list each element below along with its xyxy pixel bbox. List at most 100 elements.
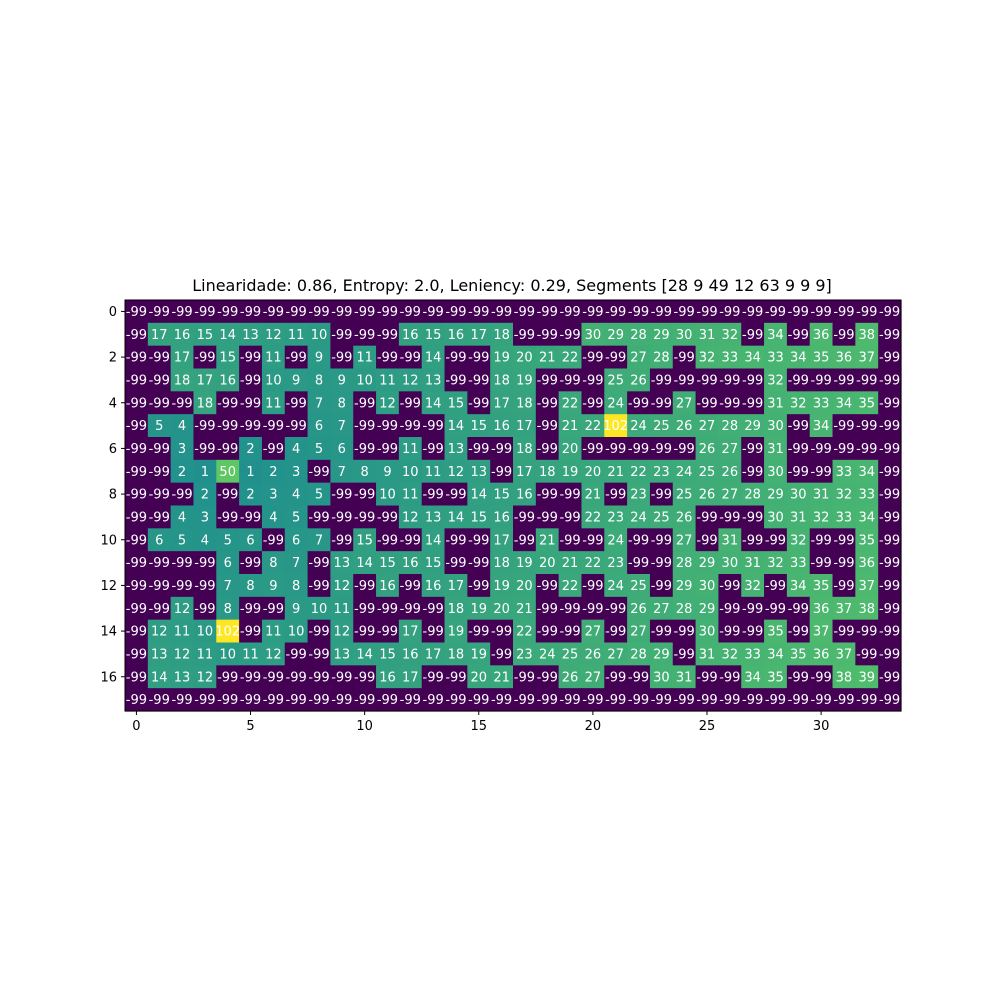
cell-value-label: 22 xyxy=(585,419,602,434)
heatmap-cell xyxy=(558,688,583,712)
heatmap-cell xyxy=(809,391,834,415)
heatmap-cell xyxy=(353,574,377,598)
cell-value-label: -99 xyxy=(308,625,329,640)
heatmap-cell xyxy=(353,528,377,552)
cell-value-label: 15 xyxy=(470,510,487,525)
cell-value-label: 6 xyxy=(338,442,346,457)
heatmap-cell xyxy=(513,505,537,529)
heatmap-cell xyxy=(695,322,720,347)
cell-value-label: -99 xyxy=(605,625,626,640)
heatmap-cell xyxy=(581,642,605,666)
heatmap-cell xyxy=(535,642,560,666)
cell-value-label: -99 xyxy=(628,693,649,708)
cell-value-label: -99 xyxy=(468,373,489,388)
cell-value-label: 17 xyxy=(151,328,168,343)
heatmap-cell xyxy=(809,368,834,392)
heatmap-cell xyxy=(855,574,879,598)
cell-value-label: 2 xyxy=(246,488,254,503)
cell-value-label: -99 xyxy=(674,647,695,662)
cell-value-label: 12 xyxy=(174,647,191,662)
heatmap-cell xyxy=(125,642,149,666)
cell-value-label: -99 xyxy=(468,442,489,457)
cell-value-label: -99 xyxy=(765,533,786,548)
heatmap-cell xyxy=(261,391,286,415)
heatmap-cell xyxy=(490,414,514,438)
cell-value-label: -99 xyxy=(582,305,603,320)
heatmap-cell xyxy=(170,482,195,507)
cell-value-label: -99 xyxy=(833,328,854,343)
cell-value-label: 2 xyxy=(201,488,209,503)
cell-value-label: 12 xyxy=(334,625,351,640)
heatmap-cell xyxy=(261,551,286,575)
cell-value-label: -99 xyxy=(126,602,147,617)
heatmap-cell xyxy=(695,528,720,552)
cell-value-label: 19 xyxy=(562,465,579,480)
cell-value-label: 11 xyxy=(402,442,419,457)
heatmap-cell xyxy=(467,619,491,644)
cell-value-label: 34 xyxy=(767,328,784,343)
cell-value-label: -99 xyxy=(377,693,398,708)
heatmap-cell xyxy=(627,414,651,438)
heatmap-cell xyxy=(878,665,902,689)
cell-value-label: -99 xyxy=(628,533,649,548)
heatmap-cell xyxy=(535,322,560,347)
cell-value-label: -99 xyxy=(856,693,877,708)
heatmap-cell xyxy=(855,414,879,438)
cell-value-label: -99 xyxy=(400,396,421,411)
cell-value-label: 31 xyxy=(767,442,784,457)
heatmap-cell xyxy=(718,437,742,461)
heatmap-cell xyxy=(627,619,651,644)
cell-value-label: 23 xyxy=(607,556,624,571)
cell-value-label: -99 xyxy=(605,670,626,685)
heatmap-cell xyxy=(376,619,400,644)
cell-value-label: 38 xyxy=(858,328,875,343)
heatmap-cell xyxy=(261,619,286,644)
cell-value-label: -99 xyxy=(674,373,695,388)
heatmap-cell xyxy=(627,391,651,415)
cell-value-label: 37 xyxy=(813,625,830,640)
heatmap-cell xyxy=(764,391,788,415)
cell-value-label: -99 xyxy=(696,693,717,708)
heatmap-cell xyxy=(695,414,720,438)
cell-value-label: -99 xyxy=(559,373,580,388)
cell-value-label: 13 xyxy=(470,465,487,480)
cell-value-label: 20 xyxy=(585,465,602,480)
heatmap-cell xyxy=(216,322,240,347)
heatmap-cell xyxy=(284,574,309,598)
heatmap-cell xyxy=(284,300,309,324)
heatmap-cell xyxy=(307,300,332,324)
cell-value-label: -99 xyxy=(537,328,558,343)
cell-value-label: 22 xyxy=(562,396,579,411)
heatmap-cell xyxy=(353,322,377,347)
heatmap-cell xyxy=(261,665,286,689)
cell-value-label: 14 xyxy=(219,328,236,343)
cell-value-label: 12 xyxy=(402,373,419,388)
cell-value-label: 24 xyxy=(630,419,647,434)
cell-value-label: -99 xyxy=(263,602,284,617)
cell-value-label: 10 xyxy=(197,625,214,640)
cell-value-label: 16 xyxy=(402,556,419,571)
heatmap-cell xyxy=(604,368,628,392)
cell-value-label: 11 xyxy=(265,396,282,411)
cell-value-label: -99 xyxy=(400,693,421,708)
cell-value-label: 11 xyxy=(288,328,305,343)
heatmap-cell xyxy=(513,414,537,438)
heatmap-cell xyxy=(490,688,514,712)
cell-value-label: -99 xyxy=(468,693,489,708)
cell-value-label: 34 xyxy=(790,351,807,366)
y-tick-label: 8 xyxy=(109,488,117,503)
cell-value-label: 35 xyxy=(858,396,875,411)
heatmap-cell xyxy=(832,642,856,666)
cell-value-label: 29 xyxy=(699,556,716,571)
heatmap-cell xyxy=(558,300,583,324)
cell-value-label: 17 xyxy=(470,328,487,343)
heatmap-cell xyxy=(216,551,240,575)
heatmap-cell xyxy=(627,642,651,666)
cell-value-label: 32 xyxy=(722,647,739,662)
cell-value-label: 30 xyxy=(790,488,807,503)
cell-value-label: 32 xyxy=(836,488,853,503)
x-tick-label: 30 xyxy=(813,719,830,734)
heatmap-cell xyxy=(672,391,697,415)
cell-value-label: -99 xyxy=(742,373,763,388)
heatmap-cell xyxy=(718,551,742,575)
